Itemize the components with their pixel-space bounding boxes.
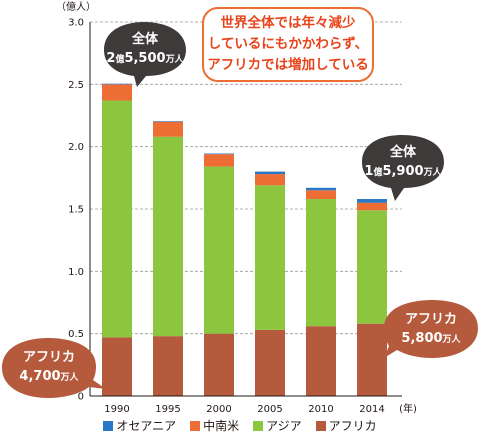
bar-segment [153, 121, 183, 122]
headline-line-2: しているにもかかわらず、 [207, 36, 369, 52]
bubble-africa-2014-value: 5,800万人 [401, 331, 461, 346]
bubble-africa-1990-label: アフリカ [22, 350, 75, 365]
legend-label: 中南米 [203, 419, 240, 433]
legend-item: アジア [253, 417, 302, 434]
bar-segment [204, 333, 234, 396]
x-tick-label: 2010 [308, 404, 333, 415]
bubble-total-2014-label: 全体 [389, 145, 416, 160]
y-tick-label: 1.0 [68, 267, 84, 278]
x-tick-label: 2014 [359, 404, 384, 415]
bubble-total-2014-value: 1億5,900万人 [364, 164, 442, 179]
legend: オセアニア 中南米 アジア アフリカ [0, 417, 480, 435]
legend-swatch [190, 421, 201, 431]
legend-label: アジア [266, 419, 302, 433]
bar-segment [204, 166, 234, 334]
bubble-africa-2014-label: アフリカ [404, 312, 457, 327]
bubble-africa-2014: アフリカ 5,800万人 [384, 310, 478, 350]
bar-segment [153, 121, 183, 137]
bar-segment [255, 329, 285, 396]
x-tick-label: 1995 [155, 404, 180, 415]
bar-segment [153, 136, 183, 337]
bar-segment [306, 199, 336, 327]
bar-segment [204, 153, 234, 155]
bubble-africa-2014-shape [384, 300, 478, 358]
headline-callout: 世界全体では年々減少 しているにもかかわらず、 アフリカでは増加している [202, 7, 374, 82]
y-tick-label: 1.5 [68, 205, 84, 216]
bubble-total-2014: 全体 1億5,900万人 [362, 143, 444, 183]
legend-item: オセアニア [103, 417, 176, 434]
legend-item: 中南米 [190, 417, 239, 434]
bubble-total-1990-value: 2億5,500万人 [106, 51, 184, 66]
bar-segment [357, 323, 387, 396]
bubble-total-1990-shape [104, 22, 186, 87]
bubble-total-2014-shape [362, 135, 444, 201]
legend-label: オセアニア [116, 419, 177, 433]
bubble-africa-1990-shape [2, 338, 106, 398]
bar-segment [357, 199, 387, 203]
bar-segment [153, 336, 183, 396]
y-tick-label: 2.5 [68, 80, 84, 91]
bubble-africa-1990: アフリカ 4,700万人 [2, 348, 96, 388]
bar-segment [102, 84, 132, 101]
bubble-total-1990-label: 全体 [131, 32, 158, 47]
bubble-total-1990: 全体 2億5,500万人 [104, 30, 186, 70]
bar-segment [102, 100, 132, 338]
bar-segment [306, 190, 336, 200]
bar-segment [357, 210, 387, 324]
legend-item: アフリカ [315, 417, 377, 434]
y-tick-label: 3.0 [68, 18, 84, 29]
bar-segment [306, 187, 336, 191]
bars [102, 83, 387, 396]
bar-segment [357, 202, 387, 211]
bar-segment [102, 83, 132, 85]
y-tick-label: 2.0 [68, 142, 84, 153]
x-tick-label: 1990 [104, 404, 129, 415]
bar-segment [255, 174, 285, 186]
x-tick-label: 2005 [257, 404, 282, 415]
bar-segment [306, 326, 336, 396]
legend-swatch [315, 421, 326, 431]
bar-segment [255, 171, 285, 175]
legend-label: アフリカ [328, 419, 377, 433]
callout-bubble-shapes [2, 22, 478, 398]
x-unit-label: (年) [399, 402, 417, 415]
bar-segment [255, 185, 285, 330]
headline-line-3: アフリカでは増加している [207, 57, 369, 73]
y-unit-label: （億人） [56, 0, 96, 13]
axes: 0 0.5 1.0 1.5 2.0 2.5 3.0 （億人） 1990 1995 2000 2005 2… [56, 0, 417, 415]
x-tick-label: 2000 [206, 404, 231, 415]
legend-swatch [253, 421, 264, 431]
headline-line-1: 世界全体では年々減少 [220, 15, 356, 31]
y-tick-label: 0.5 [68, 329, 84, 340]
bubble-africa-1990-value: 4,700万人 [19, 369, 79, 384]
legend-swatch [103, 421, 114, 431]
bar-segment [204, 154, 234, 167]
bar-segment [102, 337, 132, 396]
y-tick-label: 0 [78, 392, 84, 403]
